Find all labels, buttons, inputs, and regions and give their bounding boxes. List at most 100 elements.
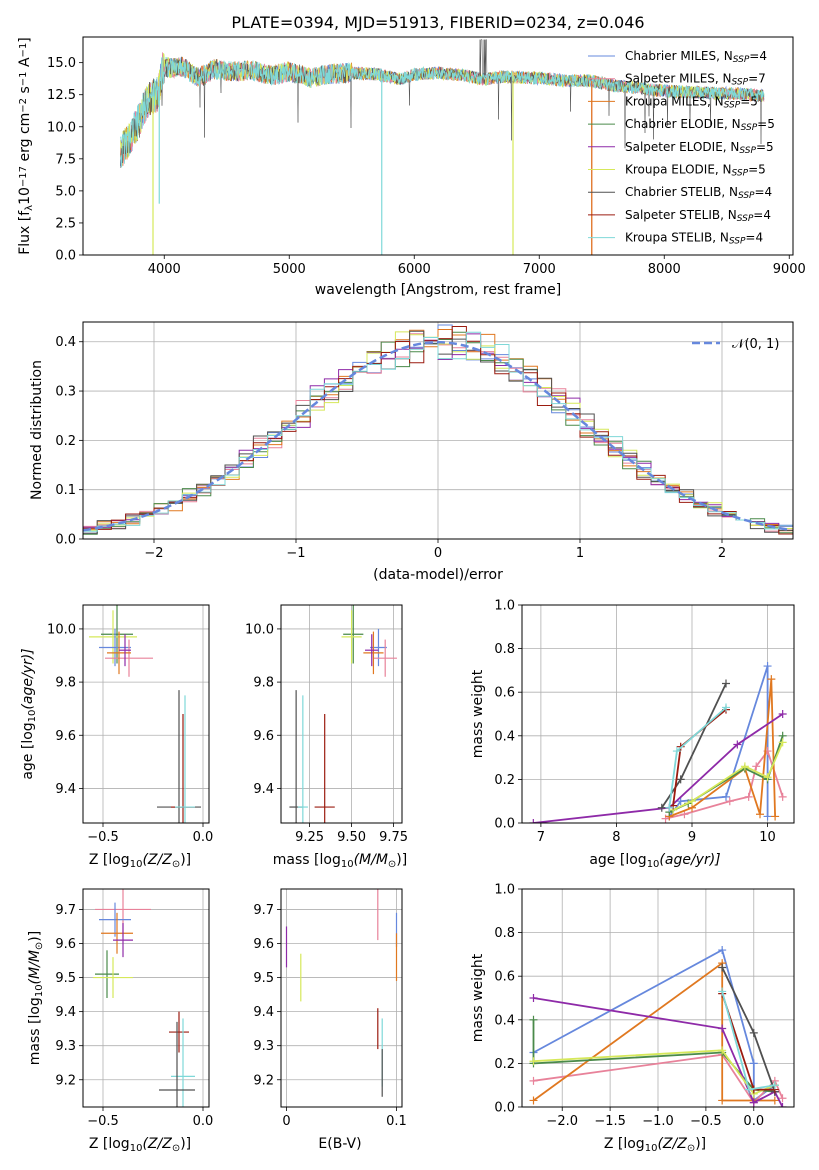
legend-label: Kroupa STELIB, N (625, 231, 729, 245)
y-axis-label-part: mass [log (27, 997, 43, 1065)
weight-marker (725, 797, 734, 806)
legend-suffix: =4 (753, 208, 771, 222)
weight-marker (672, 747, 681, 756)
weight-marker (722, 703, 730, 712)
y-axis-label: Flux [fλ10−17 erg cm−2 s−1 A−1] (17, 37, 35, 255)
weight-marker (529, 1076, 538, 1085)
weight-marker (778, 1094, 787, 1103)
figure-title: PLATE=0394, MJD=51913, FIBERID=0234, z=0… (231, 13, 644, 32)
x-axis-label-part: 10 (645, 1143, 658, 1154)
y-axis-label: age [log10(age/yr)] (20, 648, 38, 779)
legend-sub: SSP (732, 78, 749, 88)
weight-marker (749, 1098, 758, 1107)
weight_vs_age-axes-plot-area (522, 605, 794, 823)
x-tick-label: 7 (537, 830, 545, 845)
y-tick-label: 9.2 (253, 1073, 274, 1088)
y-axis-label-part: −17 (18, 166, 29, 187)
x-axis-label-part: )] (695, 1136, 706, 1152)
weight-marker (778, 1103, 787, 1107)
legend-label: Chabrier STELIB, N (625, 185, 738, 199)
legend-entry: Kroupa ELODIE, NSSP=5 (625, 163, 766, 179)
legend-suffix: =4 (749, 49, 767, 63)
x-tick-label: 8000 (648, 262, 681, 277)
y-axis-label-part: Flux [f (17, 210, 33, 255)
weight-marker (756, 810, 764, 819)
weight-line (668, 706, 727, 808)
y-axis-label-part: ⊙ (34, 942, 45, 950)
weight-marker (657, 803, 666, 812)
axes-frame (82, 36, 794, 256)
y-axis-label-part: (M/M (27, 950, 43, 984)
legend-suffix: =4 (755, 185, 773, 199)
weight_vs_Z-axes: −2.0 −1.5 −1.0 −0.5 0.0 0.0 0.2 0.4 0.6 0.8 1.0 Z [… (470, 883, 795, 1154)
legend-label: Salpeter MILES, N (625, 72, 732, 86)
legend-sub: SSP (733, 55, 750, 65)
y-axis-label-part: age [log (20, 722, 36, 779)
weight-marker (529, 1057, 538, 1066)
y-tick-label: 0.4 (494, 1013, 515, 1028)
weight-marker (744, 1085, 753, 1094)
mass_vs_ebv-axes: 0 0.1 9.2 9.3 9.4 9.5 9.6 9.7 E(B-V) (253, 888, 407, 1152)
x-axis-label-part: 10 (130, 859, 143, 870)
weight-marker (778, 738, 787, 747)
y-axis-label-part: A (17, 57, 33, 71)
legend-label: Chabrier MILES, N (625, 49, 733, 63)
axes-frame (280, 604, 403, 824)
x-tick-label: 1 (576, 546, 584, 561)
y-tick-label: 9.5 (253, 971, 274, 986)
weight-marker (752, 762, 761, 771)
y-tick-label: 0.2 (55, 434, 76, 449)
y-tick-label: 9.7 (55, 903, 76, 918)
y-tick-label: 0.8 (494, 926, 515, 941)
y-tick-label: 9.6 (253, 937, 274, 952)
legend-suffix: =5 (748, 163, 766, 177)
x-tick-label: 7000 (523, 262, 556, 277)
y-axis-label: mass [log10(M/M⊙)] (27, 931, 45, 1065)
x-axis-label-part: ⊙ (388, 859, 396, 870)
weight-marker (749, 1059, 758, 1068)
x-axis-label-part: 10 (341, 859, 354, 870)
legend-label: Salpeter ELODIE, N (625, 140, 739, 154)
x-axis-label-part: ⊙ (172, 859, 180, 870)
x-axis-label: mass [log10(M/M⊙)] (273, 852, 407, 870)
y-tick-label: 10.0 (47, 622, 76, 637)
x-tick-label: −0.5 (87, 1114, 119, 1129)
weight-line (533, 948, 776, 1103)
legend-entry: Salpeter ELODIE, NSSP=5 (625, 140, 774, 156)
age_vs_mass-axes: 9.25 9.50 9.75 9.4 9.6 9.8 10.0 mass [log10(M/M… (245, 604, 408, 870)
x-tick-label: 9000 (773, 262, 806, 277)
x-tick-label: 8 (612, 830, 620, 845)
weight-marker (665, 803, 674, 812)
weight-marker (763, 662, 772, 671)
x-tick-label: 0.0 (743, 1114, 764, 1129)
weight-marker (763, 812, 772, 821)
y-tick-label: 0.0 (55, 533, 76, 548)
legend-entry: Chabrier STELIB, NSSP=4 (625, 185, 772, 201)
x-axis-label-part: ⊙ (687, 1143, 695, 1154)
legend-label: Kroupa MILES, N (625, 94, 724, 108)
x-tick-label: −1.0 (642, 1114, 674, 1129)
age_vs_mass-axes-plot-area (281, 605, 402, 823)
y-tick-label: 10.0 (245, 622, 274, 637)
x-axis-label-part: 10 (647, 859, 660, 870)
mass_vs_ebv-axes-plot-area (281, 889, 402, 1107)
y-tick-label: 0.0 (494, 1101, 515, 1116)
weight-marker (778, 792, 787, 801)
y-axis-label-part: erg cm (17, 113, 33, 166)
legend-suffix: =5 (757, 117, 775, 131)
y-tick-label: 7.5 (55, 152, 76, 167)
legend-entry: Kroupa MILES, NSSP=5 (625, 94, 758, 110)
y-tick-label: 0.8 (494, 642, 515, 657)
weight-marker (661, 814, 670, 823)
axes-frame (82, 321, 794, 540)
x-tick-label: −0.5 (87, 830, 119, 845)
weight-marker (529, 1015, 538, 1024)
x-axis-label-part: age [log (589, 852, 646, 868)
y-axis-label-part: 10 (34, 984, 45, 997)
y-tick-label: 10.0 (47, 120, 76, 135)
y-tick-label: 9.6 (55, 729, 76, 744)
y-tick-label: 2.5 (55, 216, 76, 231)
x-tick-label: 0 (434, 546, 442, 561)
weight-marker (722, 792, 730, 801)
